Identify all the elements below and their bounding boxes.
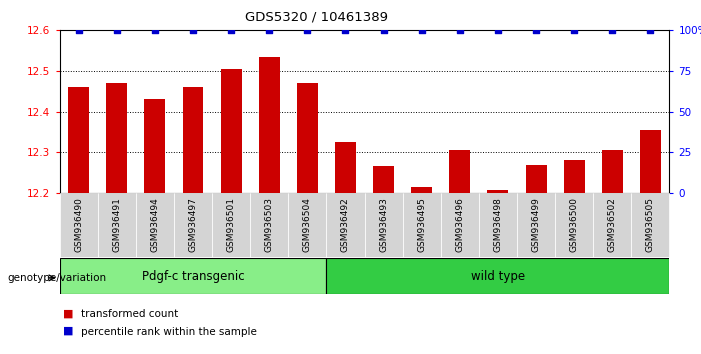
Point [416, 27, 428, 33]
Point [606, 27, 618, 33]
Text: GSM936504: GSM936504 [303, 197, 312, 252]
Bar [107, 83, 128, 193]
Text: GSM936490: GSM936490 [74, 197, 83, 252]
Text: GDS5320 / 10461389: GDS5320 / 10461389 [245, 11, 388, 24]
Text: genotype/variation: genotype/variation [7, 273, 106, 283]
Text: transformed count: transformed count [81, 309, 178, 319]
FancyBboxPatch shape [365, 193, 402, 257]
Point [187, 27, 198, 33]
Bar [373, 166, 394, 193]
FancyBboxPatch shape [327, 193, 365, 257]
Bar [68, 87, 89, 193]
Point [531, 27, 542, 33]
Bar [526, 165, 547, 193]
Text: GSM936503: GSM936503 [265, 197, 273, 252]
Point [226, 27, 237, 33]
Bar [640, 130, 661, 193]
Point [340, 27, 351, 33]
Bar [182, 87, 203, 193]
Text: GSM936500: GSM936500 [570, 197, 578, 252]
FancyBboxPatch shape [136, 193, 174, 257]
FancyBboxPatch shape [593, 193, 632, 257]
Point [149, 27, 161, 33]
Point [378, 27, 389, 33]
Text: GSM936491: GSM936491 [112, 197, 121, 252]
Text: GSM936496: GSM936496 [456, 197, 464, 252]
Text: GSM936505: GSM936505 [646, 197, 655, 252]
FancyBboxPatch shape [212, 193, 250, 257]
FancyBboxPatch shape [60, 193, 97, 257]
FancyBboxPatch shape [441, 193, 479, 257]
FancyBboxPatch shape [60, 258, 327, 294]
Text: percentile rank within the sample: percentile rank within the sample [81, 327, 257, 337]
FancyBboxPatch shape [479, 193, 517, 257]
Bar [449, 150, 470, 193]
FancyBboxPatch shape [517, 193, 555, 257]
FancyBboxPatch shape [97, 193, 136, 257]
Bar [564, 160, 585, 193]
Bar [487, 190, 508, 193]
Text: GSM936494: GSM936494 [151, 198, 159, 252]
Text: ■: ■ [63, 326, 74, 336]
Bar [259, 57, 280, 193]
Point [569, 27, 580, 33]
Bar [221, 69, 242, 193]
Bar [335, 142, 356, 193]
Bar [144, 99, 165, 193]
Point [301, 27, 313, 33]
FancyBboxPatch shape [250, 193, 288, 257]
FancyBboxPatch shape [174, 193, 212, 257]
Point [492, 27, 503, 33]
Text: wild type: wild type [471, 270, 525, 282]
Text: GSM936499: GSM936499 [531, 197, 540, 252]
Bar [601, 150, 622, 193]
Text: GSM936498: GSM936498 [494, 197, 503, 252]
Point [645, 27, 656, 33]
Point [73, 27, 84, 33]
Point [454, 27, 465, 33]
Text: Pdgf-c transgenic: Pdgf-c transgenic [142, 270, 245, 282]
Text: GSM936501: GSM936501 [226, 197, 236, 252]
Text: GSM936493: GSM936493 [379, 197, 388, 252]
Point [264, 27, 275, 33]
Text: GSM936497: GSM936497 [189, 197, 198, 252]
FancyBboxPatch shape [555, 193, 593, 257]
FancyBboxPatch shape [327, 258, 669, 294]
Bar [411, 187, 433, 193]
Point [111, 27, 123, 33]
Text: GSM936495: GSM936495 [417, 197, 426, 252]
FancyBboxPatch shape [288, 193, 327, 257]
Bar [297, 83, 318, 193]
Text: GSM936492: GSM936492 [341, 198, 350, 252]
Text: GSM936502: GSM936502 [608, 197, 617, 252]
FancyBboxPatch shape [402, 193, 441, 257]
FancyBboxPatch shape [632, 193, 669, 257]
Text: ■: ■ [63, 308, 74, 318]
